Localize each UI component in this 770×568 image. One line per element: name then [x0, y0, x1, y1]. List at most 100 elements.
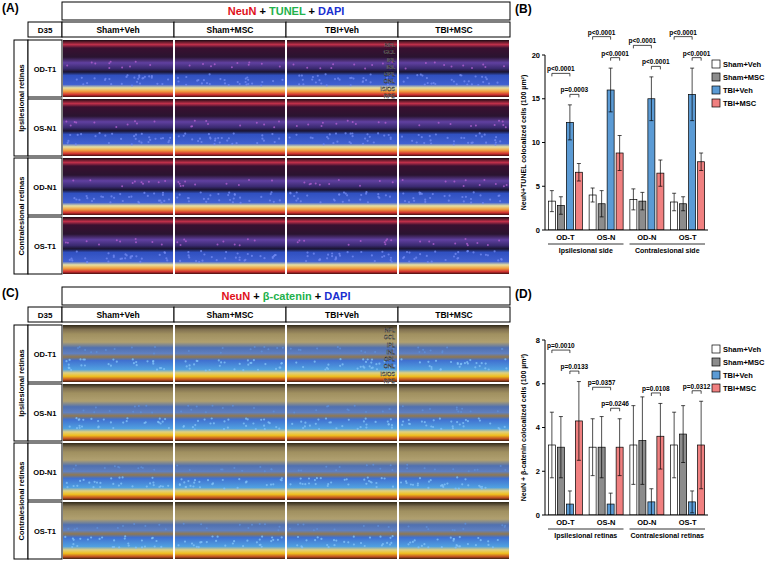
texture: [153, 484, 155, 486]
texture: [419, 241, 421, 243]
texture: [227, 194, 229, 196]
texture: [198, 546, 200, 548]
texture: [78, 425, 80, 427]
panel-label: (C): [2, 286, 19, 300]
texture: [101, 536, 103, 538]
column-header: TBI+MSC: [435, 25, 473, 35]
texture: [214, 140, 216, 142]
texture: [140, 142, 142, 144]
texture: [465, 238, 467, 240]
texture: [177, 544, 179, 546]
texture: [308, 477, 310, 479]
texture: [424, 467, 426, 469]
texture: [315, 483, 317, 485]
row-box: [28, 217, 62, 274]
texture: [342, 363, 344, 365]
texture: [314, 361, 316, 363]
texture: [489, 199, 491, 201]
texture: [363, 420, 365, 422]
texture: [110, 365, 112, 367]
texture: [70, 125, 72, 127]
texture: [457, 363, 459, 365]
texture: [135, 241, 137, 243]
stain-part: TUNEL: [269, 5, 306, 17]
texture: [391, 529, 393, 531]
texture: [481, 76, 483, 78]
stain-part: DAPI: [318, 5, 344, 17]
texture: [124, 535, 126, 537]
texture: [157, 421, 159, 423]
significance-bracket: [674, 37, 692, 40]
texture: [239, 259, 241, 261]
texture: [359, 199, 361, 201]
texture: [187, 480, 189, 482]
texture: [305, 539, 307, 541]
y-tick: [542, 515, 545, 516]
micrograph: [175, 443, 285, 500]
texture: [243, 422, 245, 424]
texture: [300, 545, 302, 547]
texture: [189, 368, 191, 370]
texture: [335, 469, 337, 471]
y-tick-label: 4: [536, 423, 541, 432]
texture: [279, 526, 281, 528]
texture: [83, 479, 85, 481]
texture: [148, 75, 150, 77]
texture: [239, 125, 241, 127]
texture: [131, 143, 133, 145]
texture: [113, 256, 115, 258]
texture: [121, 67, 123, 69]
texture: [261, 536, 263, 538]
texture: [108, 62, 110, 64]
texture: [369, 537, 371, 539]
texture: [402, 405, 404, 407]
texture: [370, 73, 372, 75]
texture: [162, 485, 164, 487]
texture: [179, 194, 181, 196]
texture: [78, 199, 80, 201]
texture: [188, 200, 190, 202]
layer-label: OPL: [384, 356, 395, 362]
texture: [424, 421, 426, 423]
texture: [439, 418, 441, 420]
texture: [97, 420, 99, 422]
texture: [297, 524, 299, 526]
texture: [409, 541, 411, 543]
texture: [302, 366, 304, 368]
y-tick-label: 0: [536, 511, 540, 520]
texture: [418, 192, 420, 194]
texture: [144, 76, 146, 78]
group-box: [14, 325, 28, 441]
texture: [233, 368, 235, 370]
texture: [197, 420, 199, 422]
texture: [434, 83, 436, 85]
texture: [382, 411, 384, 413]
texture: [455, 488, 457, 490]
texture: [412, 197, 414, 199]
texture: [390, 239, 392, 241]
texture: [226, 140, 228, 142]
texture: [162, 421, 164, 423]
texture: [502, 121, 504, 123]
texture: [328, 546, 330, 548]
texture: [348, 199, 350, 201]
texture: [92, 486, 94, 488]
texture: [147, 141, 149, 143]
texture: [73, 468, 75, 470]
texture: [183, 481, 185, 483]
texture: [352, 135, 354, 137]
texture: [350, 84, 352, 86]
texture: [316, 347, 318, 349]
texture: [74, 529, 76, 531]
texture: [383, 255, 385, 257]
texture: [270, 193, 272, 195]
texture: [475, 75, 477, 77]
layer-label: INL: [386, 64, 395, 70]
layer-label: ONL: [384, 78, 395, 84]
texture: [259, 544, 261, 546]
texture: [482, 202, 484, 204]
texture: [335, 123, 337, 125]
micrograph: [63, 443, 173, 500]
texture: [434, 62, 436, 64]
texture: [144, 546, 146, 548]
